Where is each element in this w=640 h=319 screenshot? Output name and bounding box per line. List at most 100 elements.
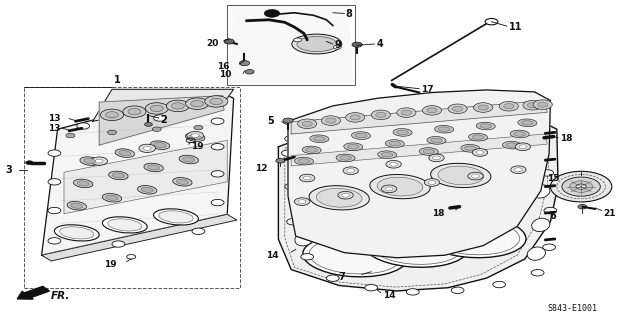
Circle shape — [91, 157, 108, 165]
Circle shape — [298, 119, 317, 129]
Circle shape — [461, 116, 474, 123]
Ellipse shape — [109, 171, 128, 180]
Circle shape — [519, 145, 527, 149]
Text: 13: 13 — [48, 114, 61, 123]
Text: 1: 1 — [114, 75, 121, 85]
Ellipse shape — [514, 132, 525, 136]
Polygon shape — [42, 89, 234, 255]
Circle shape — [570, 181, 593, 192]
Circle shape — [485, 19, 498, 25]
Circle shape — [427, 108, 437, 113]
Ellipse shape — [472, 135, 484, 139]
Text: 3: 3 — [5, 165, 12, 175]
Ellipse shape — [397, 130, 408, 135]
Circle shape — [211, 144, 224, 150]
Circle shape — [326, 118, 336, 123]
Circle shape — [343, 167, 358, 174]
Text: FR.: FR. — [51, 291, 70, 301]
Circle shape — [143, 146, 151, 150]
Ellipse shape — [144, 163, 163, 172]
Ellipse shape — [54, 225, 99, 241]
Circle shape — [511, 166, 526, 174]
Ellipse shape — [435, 125, 454, 133]
Circle shape — [541, 170, 554, 176]
Bar — [24, 87, 240, 288]
Circle shape — [139, 144, 156, 152]
Ellipse shape — [468, 133, 488, 141]
Ellipse shape — [480, 124, 492, 128]
Ellipse shape — [295, 233, 313, 246]
Circle shape — [476, 151, 484, 154]
Ellipse shape — [148, 165, 159, 170]
Ellipse shape — [292, 34, 342, 54]
Circle shape — [385, 187, 393, 191]
Circle shape — [150, 105, 163, 112]
Ellipse shape — [431, 163, 491, 188]
Ellipse shape — [302, 146, 321, 154]
Text: 9: 9 — [334, 40, 341, 50]
Circle shape — [26, 161, 33, 165]
Ellipse shape — [154, 209, 198, 225]
Circle shape — [338, 191, 353, 199]
Text: 15: 15 — [547, 174, 560, 182]
Circle shape — [166, 100, 189, 112]
Ellipse shape — [310, 135, 329, 143]
Ellipse shape — [102, 217, 147, 233]
Circle shape — [302, 121, 312, 126]
Ellipse shape — [154, 143, 166, 148]
Text: 19: 19 — [191, 142, 204, 151]
Circle shape — [154, 115, 166, 121]
Circle shape — [499, 101, 518, 111]
Circle shape — [172, 103, 184, 109]
Circle shape — [350, 115, 360, 120]
Ellipse shape — [427, 137, 446, 144]
Circle shape — [333, 45, 341, 49]
FancyArrow shape — [17, 286, 49, 299]
Ellipse shape — [309, 186, 369, 210]
Ellipse shape — [428, 219, 520, 255]
Ellipse shape — [336, 154, 355, 162]
Ellipse shape — [173, 178, 192, 186]
Circle shape — [245, 70, 254, 74]
Polygon shape — [93, 89, 234, 121]
Circle shape — [342, 193, 349, 197]
Circle shape — [276, 159, 285, 163]
Circle shape — [401, 110, 412, 115]
Polygon shape — [64, 140, 227, 214]
Circle shape — [301, 254, 314, 260]
Circle shape — [285, 183, 298, 190]
Polygon shape — [291, 100, 547, 134]
Ellipse shape — [309, 238, 401, 274]
Ellipse shape — [370, 228, 462, 264]
Ellipse shape — [306, 148, 317, 152]
Ellipse shape — [518, 119, 537, 127]
Circle shape — [493, 281, 506, 288]
Ellipse shape — [351, 132, 371, 139]
Polygon shape — [278, 118, 558, 291]
Ellipse shape — [340, 156, 351, 160]
Polygon shape — [99, 96, 224, 145]
Circle shape — [472, 149, 488, 156]
Text: 18: 18 — [432, 209, 445, 218]
Polygon shape — [230, 6, 352, 83]
Circle shape — [294, 38, 301, 42]
Circle shape — [48, 238, 61, 244]
Circle shape — [451, 287, 464, 293]
Ellipse shape — [438, 166, 484, 185]
Text: S843-E1001: S843-E1001 — [548, 304, 598, 313]
Polygon shape — [42, 214, 237, 261]
Circle shape — [422, 106, 442, 115]
Text: 5: 5 — [267, 116, 274, 126]
Text: 2: 2 — [160, 115, 167, 125]
Text: 11: 11 — [509, 22, 522, 32]
Ellipse shape — [71, 203, 83, 208]
Circle shape — [48, 207, 61, 214]
Ellipse shape — [141, 187, 153, 192]
Circle shape — [191, 134, 199, 137]
Ellipse shape — [506, 143, 518, 147]
Circle shape — [224, 39, 234, 44]
Text: 4: 4 — [376, 39, 383, 49]
Text: 13: 13 — [48, 124, 61, 133]
Ellipse shape — [303, 235, 408, 277]
Ellipse shape — [377, 177, 423, 196]
